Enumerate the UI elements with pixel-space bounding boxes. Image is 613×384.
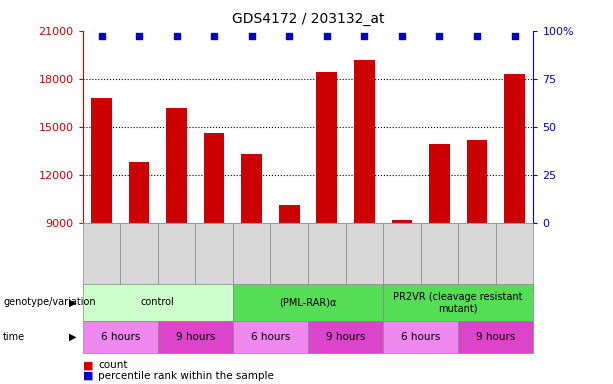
Point <box>134 33 144 39</box>
Point <box>397 33 407 39</box>
Point <box>435 33 444 39</box>
Text: 6 hours: 6 hours <box>251 332 290 342</box>
Text: PR2VR (cleavage resistant
mutant): PR2VR (cleavage resistant mutant) <box>394 291 523 313</box>
Text: ■: ■ <box>83 360 93 370</box>
Text: 9 hours: 9 hours <box>176 332 215 342</box>
Point <box>472 33 482 39</box>
Text: percentile rank within the sample: percentile rank within the sample <box>98 371 274 381</box>
Title: GDS4172 / 203132_at: GDS4172 / 203132_at <box>232 12 384 25</box>
Point <box>509 33 519 39</box>
Bar <box>429 144 450 223</box>
Bar <box>204 133 224 223</box>
Text: ■: ■ <box>83 371 93 381</box>
Bar <box>354 60 375 223</box>
Bar <box>91 98 112 223</box>
Text: 6 hours: 6 hours <box>401 332 440 342</box>
Point <box>209 33 219 39</box>
Point <box>359 33 369 39</box>
Text: 9 hours: 9 hours <box>326 332 365 342</box>
Point <box>97 33 107 39</box>
Bar <box>242 154 262 223</box>
Text: time: time <box>3 332 25 342</box>
Text: genotype/variation: genotype/variation <box>3 297 96 308</box>
Point <box>322 33 332 39</box>
Text: 9 hours: 9 hours <box>476 332 516 342</box>
Text: count: count <box>98 360 128 370</box>
Text: ▶: ▶ <box>69 332 77 342</box>
Text: ▶: ▶ <box>69 297 77 308</box>
Bar <box>392 220 412 223</box>
Text: (PML-RAR)α: (PML-RAR)α <box>280 297 337 308</box>
Bar <box>466 139 487 223</box>
Bar <box>504 74 525 223</box>
Bar <box>166 108 187 223</box>
Bar <box>279 205 300 223</box>
Point <box>172 33 181 39</box>
Bar <box>129 162 150 223</box>
Text: 6 hours: 6 hours <box>101 332 140 342</box>
Bar <box>316 72 337 223</box>
Point <box>284 33 294 39</box>
Text: control: control <box>141 297 175 308</box>
Point <box>247 33 257 39</box>
